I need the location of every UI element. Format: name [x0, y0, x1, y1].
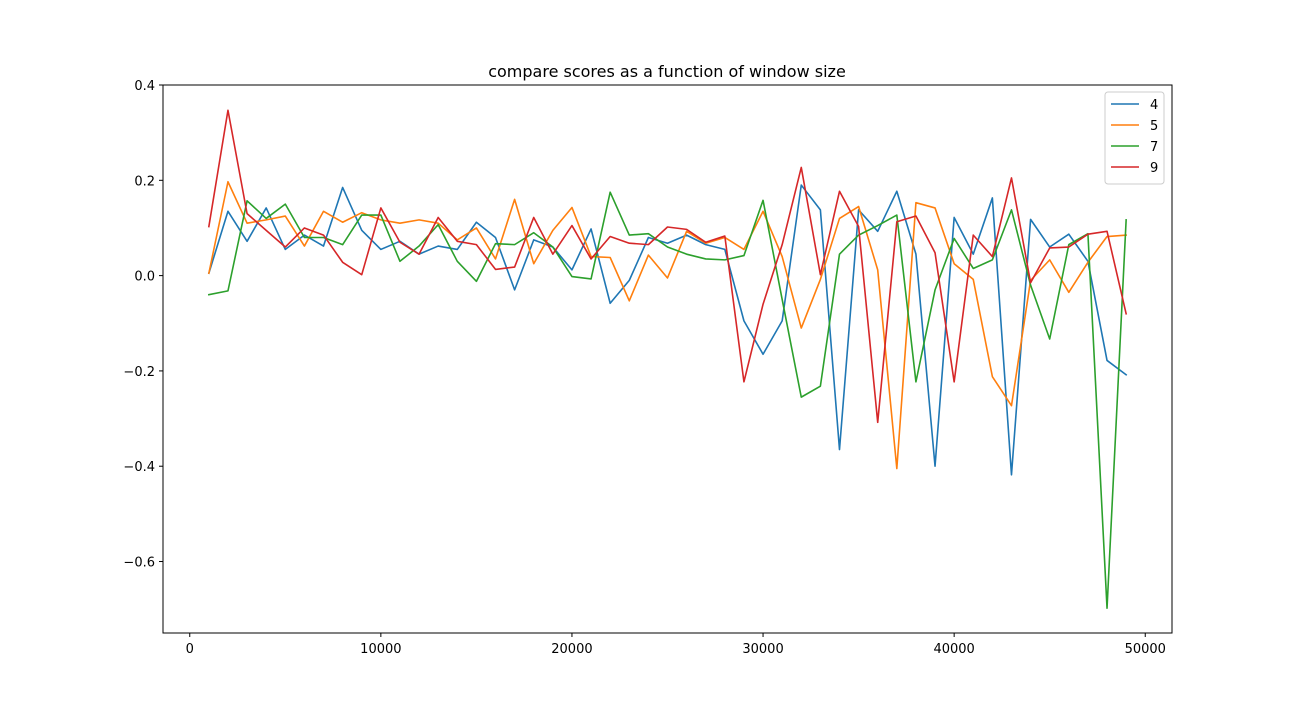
plot-frame	[162, 84, 1173, 634]
y-tick-label: 0.0	[134, 270, 155, 285]
series-line-7	[207, 191, 1127, 610]
series-line-5	[207, 180, 1127, 470]
legend-box	[1104, 91, 1165, 185]
y-tick-label: −0.6	[123, 556, 155, 571]
legend-label: 5	[1150, 119, 1158, 134]
x-tick-label: 50000	[1125, 642, 1166, 657]
chart-title: compare scores as a function of window s…	[488, 62, 846, 81]
series-line-9	[207, 109, 1128, 424]
legend-label: 7	[1150, 140, 1158, 155]
legend-label: 9	[1150, 161, 1158, 176]
legend: 4 5 7 9	[1104, 91, 1165, 185]
x-tick-label: 20000	[551, 642, 592, 657]
series-lines	[207, 109, 1128, 610]
x-tick-label: 30000	[742, 642, 783, 657]
y-tick-label: −0.4	[123, 460, 155, 475]
x-tick-label: 0	[186, 642, 194, 657]
y-tick-label: 0.4	[134, 79, 155, 94]
y-tick-label: 0.2	[134, 174, 155, 189]
y-tick-label: −0.2	[123, 365, 155, 380]
series-line-4	[207, 184, 1128, 476]
x-tick-label: 40000	[933, 642, 974, 657]
x-tick-label: 10000	[360, 642, 401, 657]
axes: 0 10000 20000 30000 40000 50000 0.4 0.2 0.0 −0.2 −…	[123, 79, 1166, 657]
legend-label: 4	[1150, 98, 1158, 113]
